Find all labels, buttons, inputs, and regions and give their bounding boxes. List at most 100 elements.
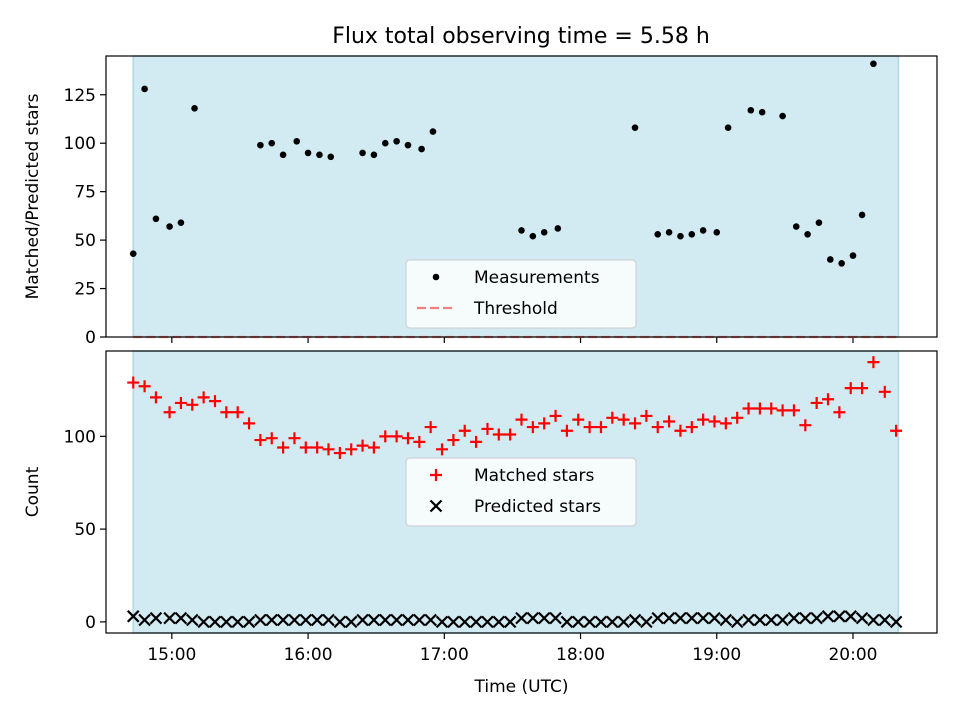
bottom-ylabel: Count — [23, 466, 43, 517]
predicted-star-point — [390, 613, 403, 627]
predicted-star-point — [322, 613, 335, 627]
legend-label-predicted-stars: Predicted stars — [474, 497, 601, 517]
measurement-point — [699, 227, 707, 234]
measurement-point — [826, 256, 834, 263]
measurement-point — [393, 137, 400, 145]
bottom-ytick-label-0: 0 — [85, 613, 96, 633]
predicted-star-point — [401, 613, 415, 627]
predicted-star-point — [413, 613, 426, 627]
top-legend: Measurements Threshold — [405, 259, 637, 329]
predicted-star-point — [787, 611, 801, 625]
predicted-star-point — [583, 615, 596, 629]
matched-star-point — [708, 415, 721, 428]
predicted-star-point — [367, 613, 381, 627]
matched-star-point — [629, 417, 642, 430]
matched-star-point — [867, 356, 880, 369]
matched-star-point — [311, 441, 324, 454]
legend-marker-matched — [430, 469, 442, 481]
matched-star-point — [367, 441, 380, 454]
xtick-label-18-00: 18:00 — [556, 645, 605, 665]
bottom-axes-frame — [105, 350, 938, 634]
measurement-point — [554, 225, 562, 232]
predicted-star-point — [617, 615, 630, 629]
measurement-point — [381, 139, 389, 147]
matched-star-point — [844, 382, 857, 395]
bottom-ytick-label-50: 50 — [74, 520, 96, 540]
predicted-star-point — [537, 611, 551, 625]
matched-star-point — [776, 404, 789, 417]
matched-star-point — [583, 421, 596, 434]
bottom-legend: Matched stars Predicted stars — [405, 457, 637, 527]
top-ytick-label-125: 125 — [64, 86, 96, 106]
predicted-star-point — [889, 615, 903, 629]
predicted-star-point — [764, 613, 778, 627]
predicted-star-point — [231, 615, 244, 629]
matched-star-point — [504, 428, 517, 441]
measurement-point — [815, 219, 823, 226]
top-series-measurements — [129, 60, 877, 267]
predicted-star-point — [126, 610, 140, 623]
matched-star-point — [674, 424, 687, 437]
predicted-star-point — [776, 613, 789, 627]
matched-star-point — [617, 413, 630, 426]
matched-star-point — [765, 402, 778, 415]
top-axes-frame — [105, 55, 938, 338]
matched-star-point — [163, 406, 176, 419]
matched-star-point — [390, 430, 403, 443]
xtick-label-15-00: 15:00 — [147, 645, 196, 665]
predicted-star-point — [696, 611, 710, 625]
matched-star-point — [208, 395, 221, 408]
predicted-star-point — [186, 613, 199, 627]
measurement-point — [268, 139, 276, 147]
predicted-star-point — [662, 611, 676, 625]
matched-star-point — [447, 434, 460, 447]
matched-star-point — [299, 441, 312, 454]
matched-star-point — [470, 435, 483, 448]
top-ytick-label-50: 50 — [74, 231, 96, 251]
matched-star-point — [640, 409, 653, 422]
predicted-star-point — [356, 613, 369, 627]
predicted-star-point — [594, 615, 608, 629]
predicted-star-point — [833, 610, 846, 623]
top-legend-box — [405, 259, 637, 329]
measurement-point — [152, 215, 160, 223]
predicted-star-point — [753, 613, 767, 627]
xtick-label-16-00: 16:00 — [284, 645, 333, 665]
predicted-star-point — [149, 611, 163, 625]
matched-star-point — [549, 409, 562, 422]
measurement-point — [804, 230, 811, 238]
matched-star-point — [663, 415, 676, 428]
predicted-star-point — [458, 615, 472, 629]
predicted-star-point — [708, 611, 721, 625]
matched-star-point — [594, 421, 607, 434]
predicted-star-point — [469, 615, 483, 629]
predicted-star-point — [288, 613, 301, 627]
predicted-star-point — [492, 615, 506, 629]
measurement-point — [688, 230, 696, 238]
matched-star-point — [799, 419, 812, 432]
predicted-star-point — [344, 615, 358, 629]
matched-star-point — [492, 428, 505, 441]
predicted-star-point — [242, 615, 256, 629]
predicted-star-point — [276, 613, 290, 627]
matched-star-point — [833, 406, 846, 419]
matched-star-point — [697, 413, 710, 426]
predicted-star-point — [810, 611, 823, 625]
predicted-star-point — [265, 613, 279, 627]
measurement-point — [293, 137, 301, 145]
predicted-star-point — [844, 610, 857, 623]
predicted-star-point — [719, 613, 733, 627]
predicted-star-point — [299, 613, 313, 627]
predicted-star-point — [208, 615, 222, 629]
predicted-star-point — [447, 615, 460, 629]
top-ytick-label-25: 25 — [74, 280, 96, 300]
matched-star-point — [572, 413, 585, 426]
predicted-star-point — [220, 615, 233, 629]
predicted-star-point — [435, 615, 449, 629]
xtick-label-17-00: 17:00 — [420, 645, 469, 665]
matched-star-point — [787, 404, 800, 417]
bottom-ytick-label-100: 100 — [64, 427, 96, 447]
top-ytick-label-75: 75 — [74, 183, 96, 203]
matched-star-point — [810, 396, 823, 409]
matched-star-point — [560, 424, 573, 437]
